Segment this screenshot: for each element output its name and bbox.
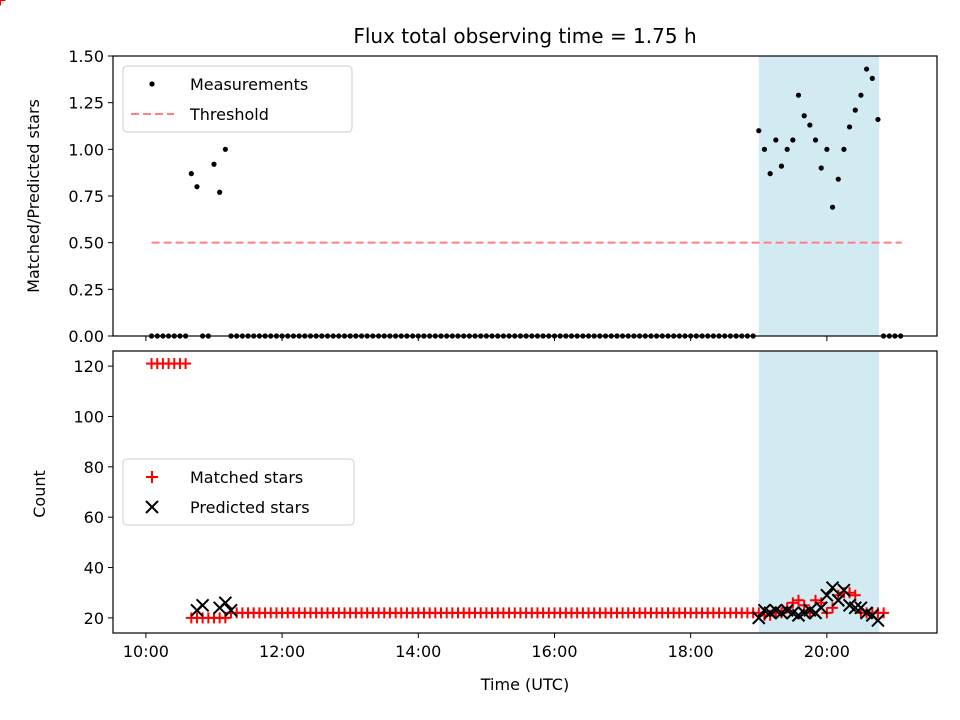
measurement-point xyxy=(824,146,830,152)
measurement-point xyxy=(795,92,802,98)
measurement-point xyxy=(846,124,853,130)
top-y-ticks: 0.00 0.25 0.50 0.75 1.00 1.25 1.50 xyxy=(68,47,113,346)
legend-measurements-label: Measurements xyxy=(190,75,308,94)
measurement-point xyxy=(773,137,779,143)
top-axes-frame xyxy=(112,55,938,337)
matched-star-point xyxy=(0,0,6,6)
bottom-x-tick-label: 10:00 xyxy=(123,642,169,661)
top-y-tick-label: 0.25 xyxy=(68,280,104,299)
legend-matched-marker xyxy=(146,471,158,483)
measurement-point xyxy=(863,66,870,72)
top-y-tick-label: 0.75 xyxy=(68,187,104,206)
predicted-star-point xyxy=(871,613,885,628)
measurement-point xyxy=(829,204,836,210)
bottom-axes-frame xyxy=(112,350,938,634)
bottom-star-points xyxy=(0,0,890,628)
predicted-star-point xyxy=(224,603,238,618)
measurement-point xyxy=(790,137,796,143)
measurement-point xyxy=(761,146,768,152)
top-legend: Measurements Threshold xyxy=(122,65,353,133)
bottom-legend-box xyxy=(122,458,355,526)
bottom-x-axis-label: Time (UTC) xyxy=(480,675,569,694)
top-y-tick-label: 0.50 xyxy=(68,234,104,253)
measurement-point xyxy=(818,165,824,171)
top-y-tick-label: 1.00 xyxy=(68,140,104,159)
bottom-y-tick-label: 20 xyxy=(84,609,104,628)
legend-predicted-marker xyxy=(145,500,159,514)
matched-star-point xyxy=(219,612,231,624)
predicted-star-point xyxy=(820,588,834,602)
predicted-star-point xyxy=(218,596,233,610)
matched-star-point xyxy=(792,594,804,606)
matched-star-point xyxy=(810,594,822,606)
bottom-x-tick-label: 14:00 xyxy=(395,642,441,661)
predicted-star-point xyxy=(848,601,862,615)
matched-star-point xyxy=(849,589,861,601)
bottom-y-tick-label: 40 xyxy=(84,559,104,578)
measurement-point xyxy=(875,116,881,123)
measurement-point xyxy=(767,171,773,177)
predicted-star-point xyxy=(831,593,845,607)
measurement-point xyxy=(778,163,785,169)
measurement-point xyxy=(188,171,194,177)
bottom-x-tick-label: 18:00 xyxy=(668,642,714,661)
legend-measurements-marker xyxy=(149,81,155,87)
bottom-y-tick-label: 100 xyxy=(73,407,104,426)
predicted-star-point xyxy=(195,598,210,613)
measurement-point xyxy=(784,146,790,152)
measurement-point xyxy=(217,189,223,195)
bottom-panel: 20 40 60 80 100 120 10:00 12:00 14:00 16:00 18:00… xyxy=(0,0,938,694)
measurement-point xyxy=(194,184,200,190)
top-y-tick-label: 1.50 xyxy=(68,47,104,66)
legend-threshold-label: Threshold xyxy=(189,105,269,124)
bottom-x-tick-label: 16:00 xyxy=(531,642,577,661)
measurement-point xyxy=(807,122,813,128)
predicted-star-point xyxy=(752,611,766,625)
measurement-point xyxy=(812,137,819,143)
measurement-point xyxy=(756,128,762,134)
matched-star-point xyxy=(827,602,839,614)
bottom-y-axis-label: Count xyxy=(30,470,49,518)
matched-star-point xyxy=(180,358,192,370)
top-shaded-interval xyxy=(758,56,880,336)
chart-title: Flux total observing time = 1.75 h xyxy=(353,24,696,48)
measurement-point xyxy=(852,107,858,113)
top-panel: 0.00 0.25 0.50 0.75 1.00 1.25 1.50 Flux total … xyxy=(24,24,938,346)
measurement-point xyxy=(222,146,228,152)
measurement-point xyxy=(835,176,841,182)
predicted-star-point xyxy=(837,583,851,597)
bottom-x-tick-label: 20:00 xyxy=(804,642,850,661)
top-y-tick-label: 1.25 xyxy=(68,94,104,113)
top-y-tick-label: 0.00 xyxy=(68,327,104,346)
bottom-shaded-interval xyxy=(758,351,880,633)
bottom-y-ticks: 20 40 60 80 100 120 xyxy=(73,357,113,628)
measurement-point xyxy=(858,92,864,98)
bottom-y-tick-label: 80 xyxy=(84,458,104,477)
matched-star-point xyxy=(878,607,890,619)
bottom-x-ticks: 10:00 12:00 14:00 16:00 18:00 20:00 xyxy=(123,633,850,661)
bottom-y-tick-label: 120 xyxy=(73,357,104,376)
measurement-point xyxy=(869,75,875,81)
measurement-point xyxy=(211,161,217,167)
top-legend-box xyxy=(122,65,353,133)
top-x-ticks xyxy=(145,336,828,341)
predicted-star-point xyxy=(814,601,828,615)
measurement-point xyxy=(841,146,847,152)
bottom-x-tick-label: 12:00 xyxy=(259,642,305,661)
legend-predicted-label: Predicted stars xyxy=(190,498,310,517)
bottom-y-tick-label: 60 xyxy=(84,508,104,527)
predicted-star-point xyxy=(825,580,840,595)
bottom-legend: Matched stars Predicted stars xyxy=(122,458,355,526)
legend-matched-label: Matched stars xyxy=(190,468,303,487)
measurement-point xyxy=(801,113,807,119)
top-y-axis-label: Matched/Predicted stars xyxy=(24,99,43,293)
matched-star-point xyxy=(787,597,799,609)
